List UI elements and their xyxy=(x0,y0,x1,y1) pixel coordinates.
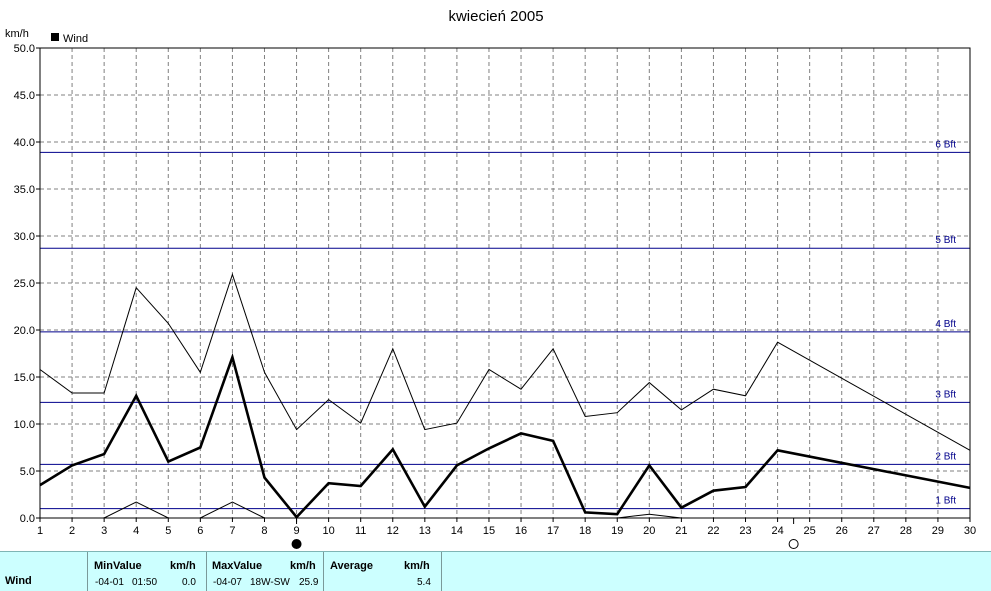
y-tick-label: 5.0 xyxy=(20,466,35,478)
wind-chart: kwiecień 2005 km/h Wind 1 2 3 4 5 6 7 8 9 10 11 12 1… xyxy=(5,8,976,549)
min-value-date: -04-01 xyxy=(95,577,124,588)
x-tick-label: 28 xyxy=(900,525,912,537)
x-tick-label: 12 xyxy=(387,525,399,537)
x-tick-label: 4 xyxy=(133,525,139,537)
y-tick-label: 30.0 xyxy=(14,231,35,243)
x-tick-label: 3 xyxy=(101,525,107,537)
y-tick-label: 35.0 xyxy=(14,184,35,196)
min-value-header: MinValue xyxy=(94,560,142,572)
x-tick-label: 22 xyxy=(707,525,719,537)
x-tick-label: 20 xyxy=(643,525,655,537)
stats-row-label-cell: Wind xyxy=(0,552,88,591)
x-tick-label: 11 xyxy=(355,525,366,537)
min-value-number: 0.0 xyxy=(182,577,196,588)
statistics-panel: Wind MinValue km/h -04-01 01:50 0.0 MaxV… xyxy=(0,551,991,591)
y-tick-label: 50.0 xyxy=(14,43,35,55)
beaufort-label: 3 Bft xyxy=(935,389,956,400)
x-tick-label: 26 xyxy=(836,525,848,537)
plot-area: 1 2 3 4 5 6 7 8 9 10 11 12 13 14 15 16 17 18 19 20 21 22 23 24 2… xyxy=(14,43,976,549)
chart-title: kwiecień 2005 xyxy=(448,8,543,25)
legend-label: Wind xyxy=(63,33,88,45)
average-cell: Average km/h 5.4 xyxy=(324,552,442,591)
x-tick-label: 19 xyxy=(611,525,623,537)
max-value-direction: 18W-SW xyxy=(250,577,290,588)
x-tick-label: 18 xyxy=(579,525,591,537)
beaufort-label: 4 Bft xyxy=(935,319,956,330)
x-tick-label: 13 xyxy=(419,525,431,537)
x-tick-label: 10 xyxy=(322,525,334,537)
y-tick-label: 20.0 xyxy=(14,325,35,337)
beaufort-label: 6 Bft xyxy=(935,139,956,150)
beaufort-label: 2 Bft xyxy=(935,451,956,462)
x-tick-label: 30 xyxy=(964,525,976,537)
x-tick-label: 8 xyxy=(261,525,267,537)
x-tick-label: 23 xyxy=(739,525,751,537)
y-tick-label: 15.0 xyxy=(14,372,35,384)
x-tick-label: 7 xyxy=(229,525,235,537)
x-tick-label: 2 xyxy=(69,525,75,537)
x-tick-label: 14 xyxy=(451,525,463,537)
x-tick-label: 16 xyxy=(515,525,527,537)
max-value-date: -04-07 xyxy=(213,577,242,588)
x-tick-label: 21 xyxy=(675,525,687,537)
y-tick-label: 45.0 xyxy=(14,90,35,102)
x-tick-label: 17 xyxy=(547,525,559,537)
x-tick-label: 24 xyxy=(771,525,783,537)
beaufort-label: 1 Bft xyxy=(935,496,956,507)
y-axis-unit-label: km/h xyxy=(5,28,29,40)
x-tick-label: 1 xyxy=(37,525,43,537)
max-value-cell: MaxValue km/h -04-07 18W-SW 25.9 xyxy=(207,552,324,591)
stats-row-label: Wind xyxy=(5,575,32,587)
max-value-unit: km/h xyxy=(290,560,316,572)
x-tick-label: 27 xyxy=(868,525,880,537)
y-tick-label: 40.0 xyxy=(14,137,35,149)
max-value-number: 25.9 xyxy=(299,577,319,588)
series-line-average xyxy=(39,352,971,520)
series-line-min xyxy=(40,501,970,519)
x-tick-label: 5 xyxy=(165,525,171,537)
x-tick-label: 9 xyxy=(293,525,299,537)
y-tick-label: 25.0 xyxy=(14,278,35,290)
series-line-max xyxy=(39,272,971,451)
legend-swatch xyxy=(51,33,59,41)
x-tick-label: 6 xyxy=(197,525,203,537)
average-number: 5.4 xyxy=(417,577,431,588)
average-unit: km/h xyxy=(404,560,430,572)
min-value-unit: km/h xyxy=(170,560,196,572)
x-tick-label: 25 xyxy=(804,525,816,537)
average-header: Average xyxy=(330,560,374,572)
min-value-time: 01:50 xyxy=(132,577,158,588)
y-tick-label: 10.0 xyxy=(14,419,35,431)
moon-full-icon xyxy=(291,539,302,549)
y-tick-label: 0.0 xyxy=(20,513,35,525)
beaufort-label: 5 Bft xyxy=(935,235,956,246)
min-value-cell: MinValue km/h -04-01 01:50 0.0 xyxy=(88,552,207,591)
moon-new-icon xyxy=(788,539,799,549)
x-tick-label: 29 xyxy=(932,525,944,537)
max-value-header: MaxValue xyxy=(212,560,263,572)
x-tick-label: 15 xyxy=(483,525,495,537)
